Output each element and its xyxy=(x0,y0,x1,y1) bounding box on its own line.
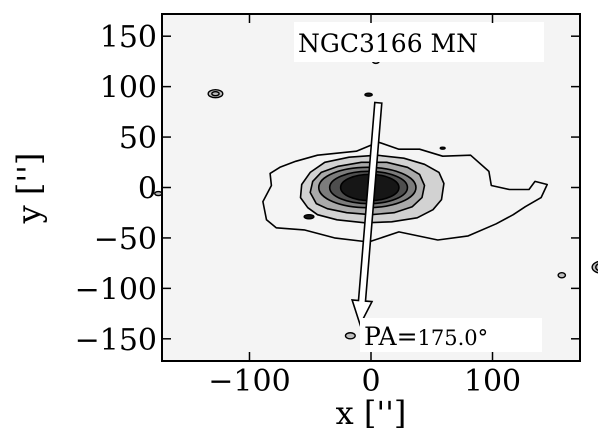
y-tick-label: 0 xyxy=(138,172,157,207)
pa-label-value: 175.0° xyxy=(418,326,489,350)
x-tick-label: −100 xyxy=(208,364,290,399)
y-tick-label: 50 xyxy=(119,121,157,156)
pa-label: PA=175.0° xyxy=(364,322,488,351)
x-axis-label: x [''] xyxy=(336,394,407,432)
dark-blob-1 xyxy=(364,92,373,97)
pa-arrow-shape xyxy=(350,101,383,327)
object-label: NGC3166 MN xyxy=(298,29,478,58)
pa-label-prefix: PA= xyxy=(364,322,418,351)
y-tick-label: −150 xyxy=(75,323,157,358)
x-axis-ticks: −100 0 100 xyxy=(208,14,521,399)
feature-layer xyxy=(154,56,598,340)
contour-ring-10 xyxy=(344,332,356,340)
y-tick-label: 150 xyxy=(100,20,157,55)
dark-blob-2 xyxy=(439,146,446,150)
y-tick-label: −50 xyxy=(94,222,157,257)
x-tick-label: 100 xyxy=(464,364,521,399)
x-tick-label: 0 xyxy=(361,364,380,399)
contour-ring-4 xyxy=(211,90,220,97)
y-axis-ticks: 150 100 50 0 −50 −100 −150 xyxy=(75,20,580,358)
contour-ring-9 xyxy=(595,263,598,272)
y-tick-label: 100 xyxy=(100,71,157,106)
pa-label-box xyxy=(360,318,542,352)
contour-ring-7 xyxy=(557,272,567,279)
dark-blob-0 xyxy=(303,214,315,220)
object-label-box xyxy=(294,22,544,62)
pa-arrow xyxy=(350,101,383,327)
y-tick-label: −100 xyxy=(75,272,157,307)
y-axis-label: y [''] xyxy=(10,153,48,225)
